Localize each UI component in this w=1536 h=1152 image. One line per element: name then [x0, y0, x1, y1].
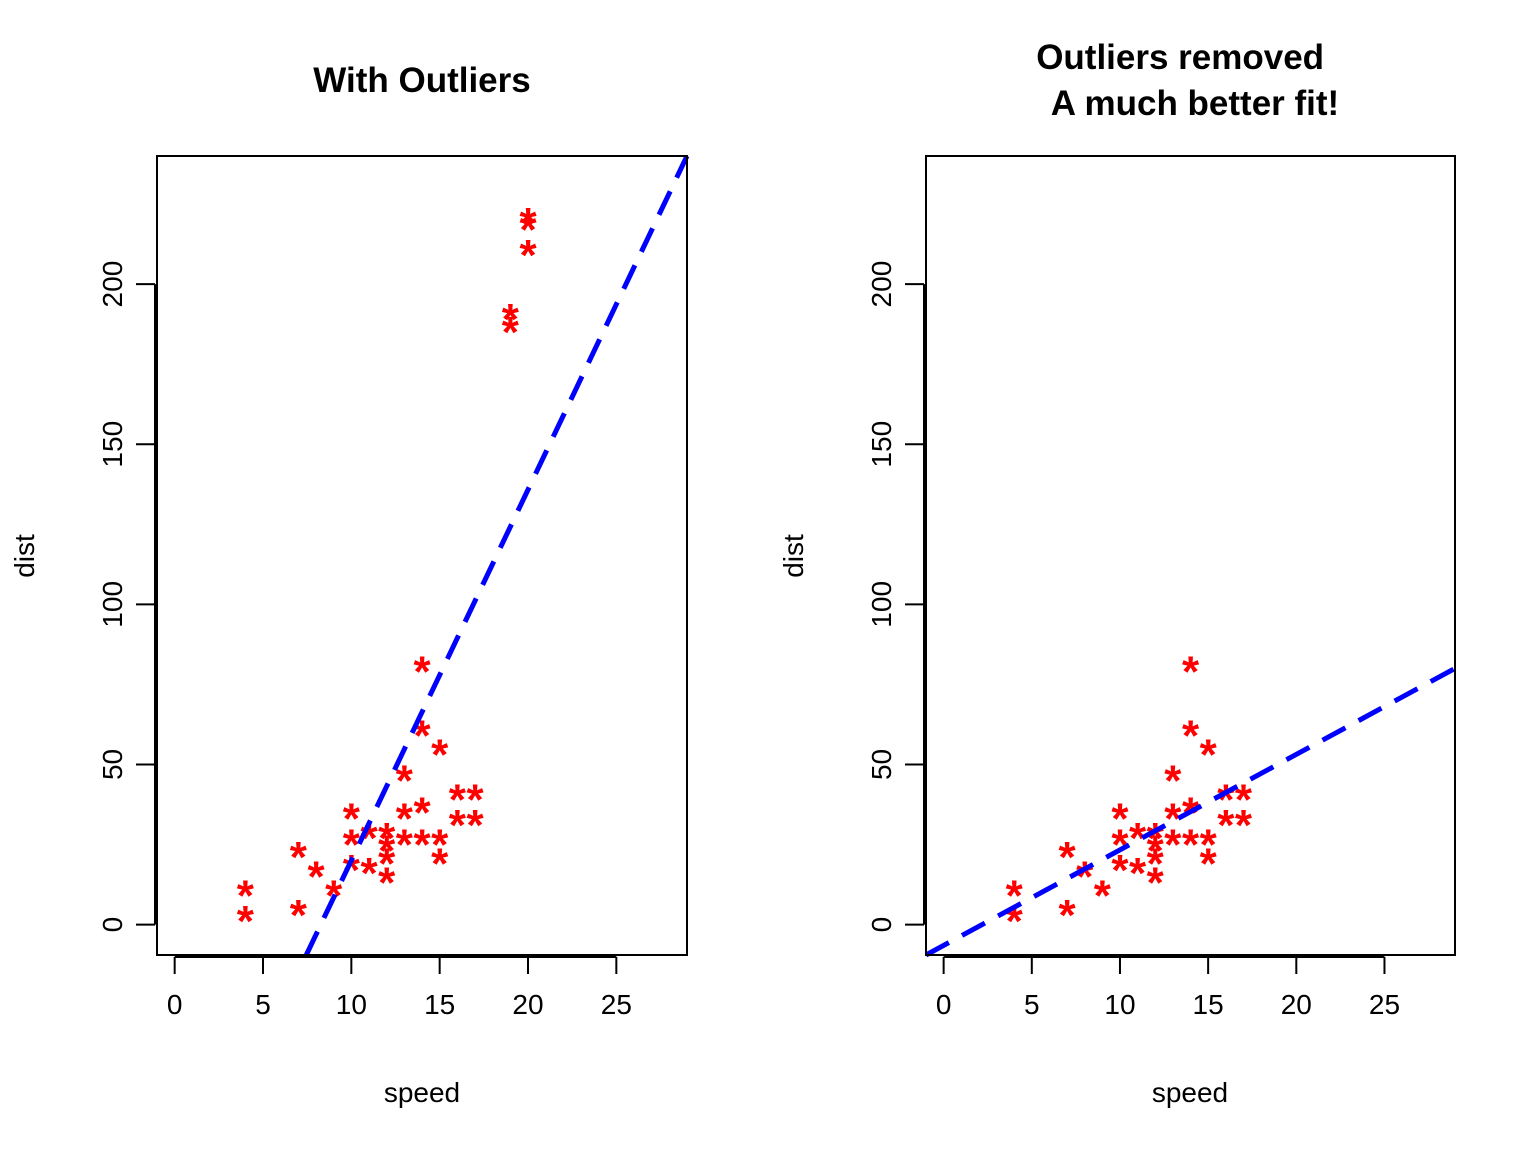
- chart-title: Outliers removed A much better fit!: [1036, 38, 1339, 123]
- x-tick-label: 5: [1024, 989, 1040, 1020]
- x-tick-label: 15: [1193, 989, 1224, 1020]
- data-point: *: [1059, 833, 1077, 882]
- data-point: *: [519, 199, 537, 248]
- data-point: *: [431, 840, 449, 889]
- data-point: *: [519, 231, 537, 280]
- data-point: *: [1111, 795, 1129, 844]
- data-point: *: [466, 801, 484, 850]
- data-point: *: [396, 756, 414, 805]
- plot-marks: **********************************: [237, 154, 690, 957]
- data-point: *: [466, 775, 484, 824]
- plot-marks: *****************************: [924, 647, 1457, 958]
- chart-title-line-2: A much better fit!: [1051, 84, 1339, 123]
- data-point: *: [1217, 775, 1235, 824]
- data-point: *: [378, 827, 396, 876]
- axis-ticks: 0 5 10 15 20 25 0 50 100 150 200: [866, 261, 1400, 1020]
- x-tick-label: 10: [336, 989, 367, 1020]
- y-tick-label: 150: [97, 421, 128, 468]
- data-point: *: [519, 205, 537, 254]
- x-tick-label: 15: [424, 989, 455, 1020]
- data-point: *: [1147, 840, 1165, 889]
- data-point: *: [1235, 775, 1253, 824]
- x-tick-label: 20: [512, 989, 543, 1020]
- data-point: *: [1182, 820, 1200, 869]
- x-tick-label: 25: [1369, 989, 1400, 1020]
- data-point: *: [290, 833, 308, 882]
- x-tick-label: 10: [1104, 989, 1135, 1020]
- data-point: *: [378, 859, 396, 908]
- y-tick-label: 150: [866, 421, 897, 468]
- data-point: *: [1164, 756, 1182, 805]
- axis-ticks: 0 5 10 15 20 25 0 50 100 150 200: [97, 261, 632, 1020]
- y-tick-label: 100: [97, 581, 128, 628]
- data-point: *: [413, 820, 431, 869]
- data-point: *: [1147, 827, 1165, 876]
- x-tick-label: 0: [936, 989, 952, 1020]
- y-axis-label: dist: [9, 534, 40, 578]
- data-point: *: [431, 820, 449, 869]
- data-point: *: [1164, 820, 1182, 869]
- data-point: *: [1076, 852, 1094, 901]
- x-tick-label: 5: [255, 989, 271, 1020]
- data-point: *: [1147, 859, 1165, 908]
- data-point: *: [431, 731, 449, 780]
- y-tick-label: 200: [97, 261, 128, 308]
- data-point: *: [343, 846, 361, 895]
- data-point: *: [378, 814, 396, 863]
- data-point: *: [1094, 872, 1112, 921]
- data-point: *: [360, 849, 378, 898]
- data-point: *: [343, 795, 361, 844]
- data-point: *: [1182, 647, 1200, 696]
- data-point: *: [1217, 801, 1235, 850]
- y-tick-label: 100: [866, 581, 897, 628]
- x-tick-label: 25: [601, 989, 632, 1020]
- data-point: *: [237, 872, 255, 921]
- y-axis-label: dist: [778, 534, 809, 578]
- plot-frame: [156, 155, 688, 956]
- data-point: *: [413, 788, 431, 837]
- data-point: *: [1200, 731, 1218, 780]
- x-axis-label: speed: [384, 1077, 460, 1108]
- chart-outliers-removed: Outliers removed A much better fit! 0 5 10…: [778, 38, 1457, 1108]
- data-point: *: [290, 891, 308, 940]
- data-point: *: [237, 897, 255, 946]
- x-axis-label: speed: [1152, 1077, 1228, 1108]
- data-point: *: [1200, 840, 1218, 889]
- data-point: *: [502, 295, 520, 344]
- plot-frame: [925, 155, 1456, 956]
- data-point: *: [1200, 820, 1218, 869]
- chart-title: With Outliers: [313, 61, 530, 100]
- data-point: *: [1059, 891, 1077, 940]
- x-tick-label: 0: [167, 989, 183, 1020]
- data-point: *: [396, 795, 414, 844]
- data-point: *: [1111, 846, 1129, 895]
- y-tick-label: 50: [97, 749, 128, 780]
- data-point: *: [1129, 814, 1147, 863]
- data-point: *: [1129, 849, 1147, 898]
- data-point: *: [1182, 711, 1200, 760]
- y-tick-label: 50: [866, 749, 897, 780]
- data-point: *: [396, 820, 414, 869]
- chart-title-line-1: Outliers removed: [1036, 38, 1324, 77]
- y-tick-label: 0: [97, 917, 128, 933]
- data-point: *: [1147, 814, 1165, 863]
- x-tick-label: 20: [1281, 989, 1312, 1020]
- data-point: *: [1164, 795, 1182, 844]
- data-point: *: [1111, 820, 1129, 869]
- regression-line: [924, 666, 1457, 958]
- data-point: *: [502, 308, 520, 357]
- regression-line: [304, 154, 690, 957]
- y-tick-label: 200: [866, 261, 897, 308]
- data-point: *: [449, 775, 467, 824]
- data-point: *: [307, 852, 325, 901]
- data-point: *: [378, 840, 396, 889]
- y-tick-label: 0: [866, 917, 897, 933]
- data-point: *: [343, 820, 361, 869]
- data-point: *: [413, 647, 431, 696]
- data-point: *: [449, 801, 467, 850]
- data-point: *: [1235, 801, 1253, 850]
